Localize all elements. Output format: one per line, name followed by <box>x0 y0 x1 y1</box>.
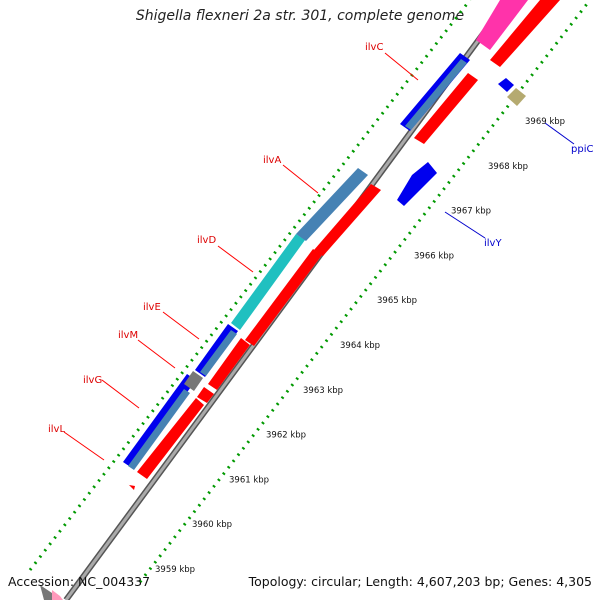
accession-label: Accession: NC_004337 <box>8 574 151 589</box>
ruler-tick-label: 3968 kbp <box>488 162 528 172</box>
ruler-tick-label: 3959 kbp <box>155 565 195 575</box>
gene-label-ilvE: ilvE <box>143 302 161 313</box>
gene-label-ilvM: ilvM <box>118 330 138 341</box>
bottom-left-marker <box>40 585 63 600</box>
cds-ilvC <box>414 73 478 144</box>
gene-ilvA-frame <box>296 168 368 241</box>
ruler-tick-label: 3966 kbp <box>414 251 454 261</box>
cds-ilvD <box>245 249 322 346</box>
tan-feature <box>507 88 526 106</box>
gene-label-ilvA: ilvA <box>263 155 281 166</box>
gene-label-ppiC: ppiC <box>571 144 593 155</box>
gene-ilvC-inner <box>405 59 467 130</box>
reverse-genes <box>397 78 526 206</box>
map-title: Shigella flexneri 2a str. 301, complete … <box>135 8 465 24</box>
cds-right <box>490 0 560 67</box>
ruler-tick-label: 3961 kbp <box>229 475 269 485</box>
gene-label-ilvC: ilvC <box>365 42 383 53</box>
ruler-tick-label: 3963 kbp <box>303 386 343 396</box>
gene-ilvE-inner <box>200 330 237 376</box>
gene-labels: ilvL ilvG ilvM ilvE ilvD ilvA ilvC ilvY ppiC <box>48 42 593 435</box>
gene-label-ilvD: ilvD <box>197 235 216 246</box>
ruler-tick-label: 3969 kbp <box>525 117 565 127</box>
forward-genes <box>123 0 528 470</box>
bottom-dotted-guide <box>138 0 592 583</box>
top-dotted-guide <box>28 0 472 571</box>
top-leaders <box>63 52 419 461</box>
bottom-leaders <box>444 122 575 239</box>
ruler-tick-label: 3967 kbp <box>451 207 491 217</box>
gene-ilvD-cyan <box>231 234 305 330</box>
pink-feature <box>476 0 528 50</box>
cds-ilvG <box>137 398 204 479</box>
ruler-tick-label: 3965 kbp <box>377 296 417 306</box>
ruler-tick-label: 3962 kbp <box>266 431 306 441</box>
gene-label-ilvY: ilvY <box>484 238 502 249</box>
ruler-tick-label: 3964 kbp <box>340 341 380 351</box>
reverse-small <box>498 78 514 92</box>
cds-row <box>126 0 560 490</box>
cds-ilvM <box>197 387 214 403</box>
topology-label: Topology: circular; Length: 4,607,203 bp… <box>248 574 592 589</box>
gene-ilvL-frame <box>123 374 196 468</box>
gene-ilvM-grey <box>184 371 203 391</box>
gene-label-ilvG: ilvG <box>83 375 102 386</box>
cds-ilvE <box>208 338 250 390</box>
cds-ilvL <box>126 482 135 490</box>
ruler-tick-label: 3960 kbp <box>192 520 232 530</box>
gene-ilvY <box>397 162 437 206</box>
gene-ilvG-frame <box>128 389 190 470</box>
ruler-labels: 3959 kbp 3960 kbp 3961 kbp 3962 kbp 3963 kbp… <box>155 117 565 575</box>
cds-ilvA <box>314 184 381 256</box>
gene-label-ilvL: ilvL <box>48 424 65 435</box>
